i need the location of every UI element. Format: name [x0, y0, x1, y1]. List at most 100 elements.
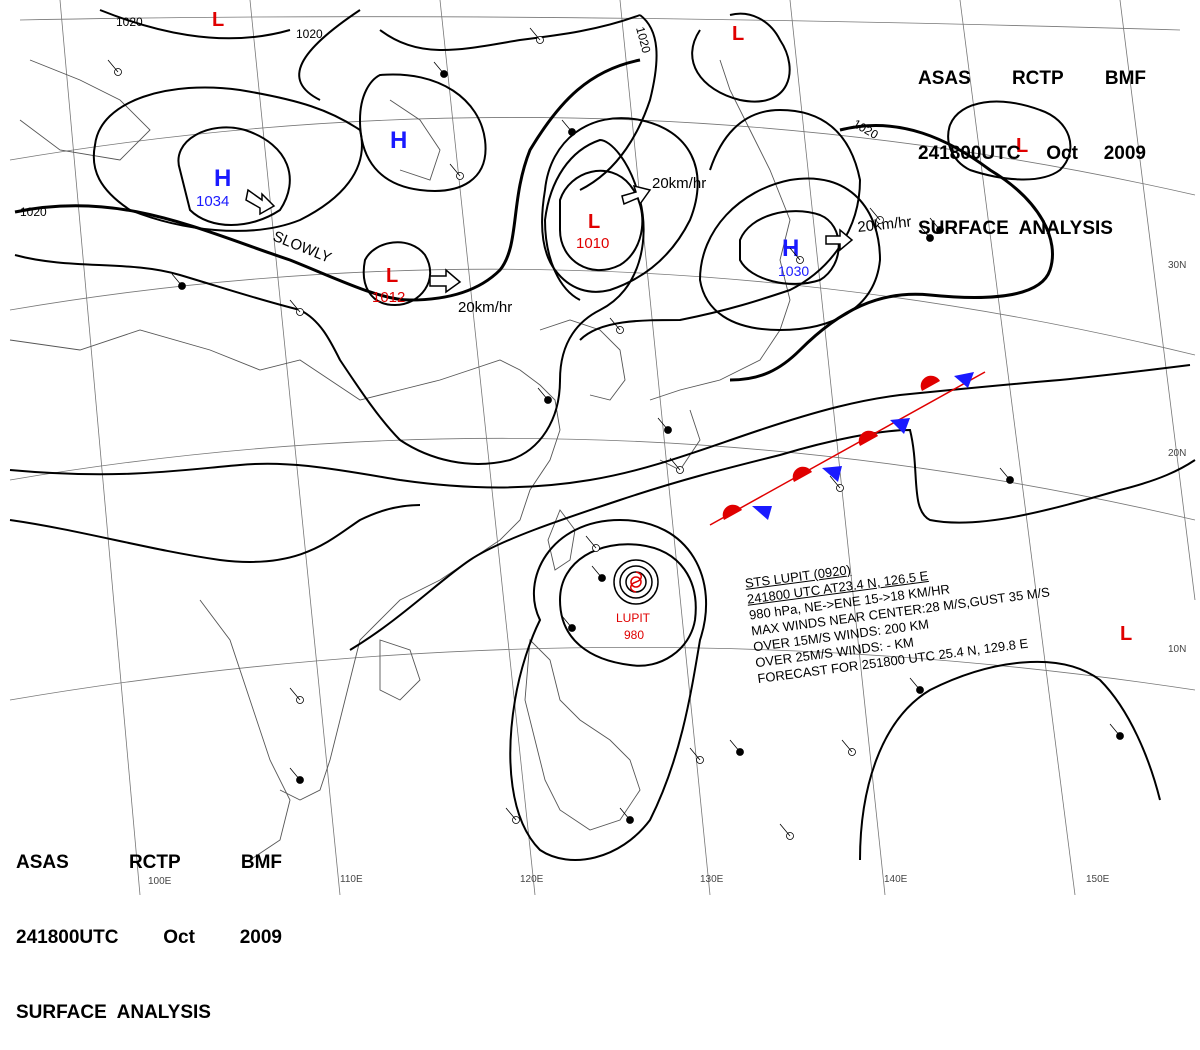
lon-label-120e: 120E: [520, 874, 544, 885]
low-value-1012: 1012: [372, 289, 405, 306]
station-wind-barb: [505, 807, 517, 821]
station-wind-barb: [689, 747, 701, 761]
header-tr-month: Oct: [1046, 143, 1078, 164]
isobar-southwest: [9, 504, 421, 563]
isobar-se: [859, 660, 1161, 861]
grid-parallel-40n: [9, 117, 1196, 196]
station-wind-barb: [289, 767, 301, 781]
coast-interior-2: [389, 99, 441, 181]
header-bl-product: ASAS: [16, 852, 69, 873]
isobars: [9, 9, 1196, 861]
station-wind-barb: [909, 677, 921, 691]
isobar-farright-low: [947, 100, 1072, 181]
grid-meridian-110e: [249, 0, 341, 896]
typhoon-value: 980: [624, 628, 644, 642]
grid-meridian-120e: [439, 0, 536, 896]
isobar-low-1010-inner: [559, 169, 644, 271]
isobar-labels: 1020 1020 1020 1020 1020: [20, 15, 881, 219]
isobar-central: [14, 138, 645, 465]
cold-front-tri-4: [954, 372, 974, 388]
header-bl-station: RCTP: [128, 852, 181, 873]
isobar-1020-mid: [579, 14, 658, 191]
arrow-low-1010: [621, 184, 652, 206]
isobar-1020-top-1: [99, 9, 291, 40]
coastlines: [9, 59, 791, 861]
station-wind-barb: [585, 535, 597, 549]
coast-indochina: [199, 599, 291, 861]
station-wind-barb: [591, 565, 603, 579]
low-symbol-1012: L: [386, 265, 398, 287]
header-bottom-left: ASAS RCTP BMF 241800UTC Oct 2009 SURFACE ANA…: [16, 800, 282, 1050]
warm-front-bump-3: [858, 430, 878, 446]
isobar-long-south: [9, 364, 1191, 489]
station-wind-barb: [657, 417, 669, 431]
isobar-low-1012: [362, 241, 432, 307]
isobar-label-b: 1020: [296, 27, 323, 41]
typhoon-symbol: [630, 571, 642, 593]
lat-label-20n: 20N: [1168, 448, 1186, 459]
coast-kyushu: [659, 409, 701, 471]
header-bl-year: 2009: [239, 927, 282, 948]
station-wind-barb: [789, 247, 801, 261]
station-wind-barb: [1109, 723, 1121, 737]
low-symbol-east: L: [1120, 623, 1132, 645]
label-speed-1012: 20km/hr: [458, 299, 512, 316]
low-symbol-farright: L: [1016, 135, 1028, 157]
lon-label-130e: 130E: [700, 874, 724, 885]
isobar-topright-low: [691, 12, 791, 103]
arrow-high-1030: [825, 228, 854, 252]
station-wind-barb: [669, 457, 681, 471]
station-wind-barb: [829, 475, 841, 489]
header-tr-product: ASAS: [918, 68, 971, 89]
station-plots: [107, 27, 1124, 840]
station-wind-barb: [619, 807, 631, 821]
warm-front-bump-1: [722, 504, 742, 520]
station-wind-barb: [289, 299, 301, 313]
isobar-label-d: 1020: [633, 25, 654, 55]
isobar-high-upper: [358, 73, 487, 192]
coast-japan: [649, 59, 791, 401]
label-speed-1010: 20km/hr: [652, 175, 706, 192]
header-bl-month: Oct: [163, 927, 195, 948]
label-slowly: SLOWLY: [271, 228, 334, 267]
isobar-high-1030-outer: [698, 177, 882, 332]
motion-arrows: [245, 184, 854, 294]
header-tr-station: RCTP: [1011, 68, 1064, 89]
station-wind-barb: [107, 59, 119, 73]
header-tr-time: 241800UTC: [918, 143, 1021, 164]
isobar-typhoon-ring-2: [619, 565, 653, 599]
grid-parallel-10n: [9, 646, 1196, 701]
grid-parallel-50n: [19, 16, 1181, 31]
isobar-south-trough: [349, 428, 1196, 651]
header-tr-code: BMF: [1104, 68, 1146, 89]
station-wind-barb: [171, 273, 183, 287]
label-speed-1030: 20km/hr: [857, 213, 913, 236]
low-symbol-1010: L: [588, 211, 600, 233]
station-wind-barb: [929, 217, 941, 231]
station-wind-barb: [561, 615, 573, 629]
lon-label-110e: 110E: [340, 874, 363, 885]
lat-label-10n: 10N: [1168, 644, 1186, 655]
station-wind-barb: [869, 207, 881, 221]
coast-hainan: [379, 639, 421, 701]
station-wind-barb: [841, 739, 853, 753]
coast-china: [9, 329, 561, 801]
axis-labels: 100E 110E 120E 130E 140E 150E 30N 20N 10…: [148, 260, 1186, 887]
arrow-low-1012: [429, 268, 462, 294]
low-symbol-top: L: [212, 9, 224, 31]
high-value-1030: 1030: [778, 263, 809, 279]
grid-parallel-30n: [9, 268, 1196, 356]
pressure-centers: H 1034 H H 1030 L 1012 L 1010 L L L L LU…: [196, 9, 1132, 645]
station-wind-barb: [537, 387, 549, 401]
warm-front-bump-2: [792, 466, 812, 482]
high-symbol-1034: H: [214, 165, 231, 192]
header-tr-year: 2009: [1103, 143, 1146, 164]
isobar-label-a: 1020: [116, 15, 143, 29]
low-value-1010: 1010: [576, 235, 609, 252]
station-wind-barb: [609, 317, 621, 331]
grid-meridian-150e: [959, 0, 1076, 896]
station-wind-barb: [529, 27, 541, 41]
isobar-east-outer: [579, 108, 862, 341]
isobar-1020-east: [729, 124, 1054, 382]
coast-korea: [539, 319, 626, 401]
